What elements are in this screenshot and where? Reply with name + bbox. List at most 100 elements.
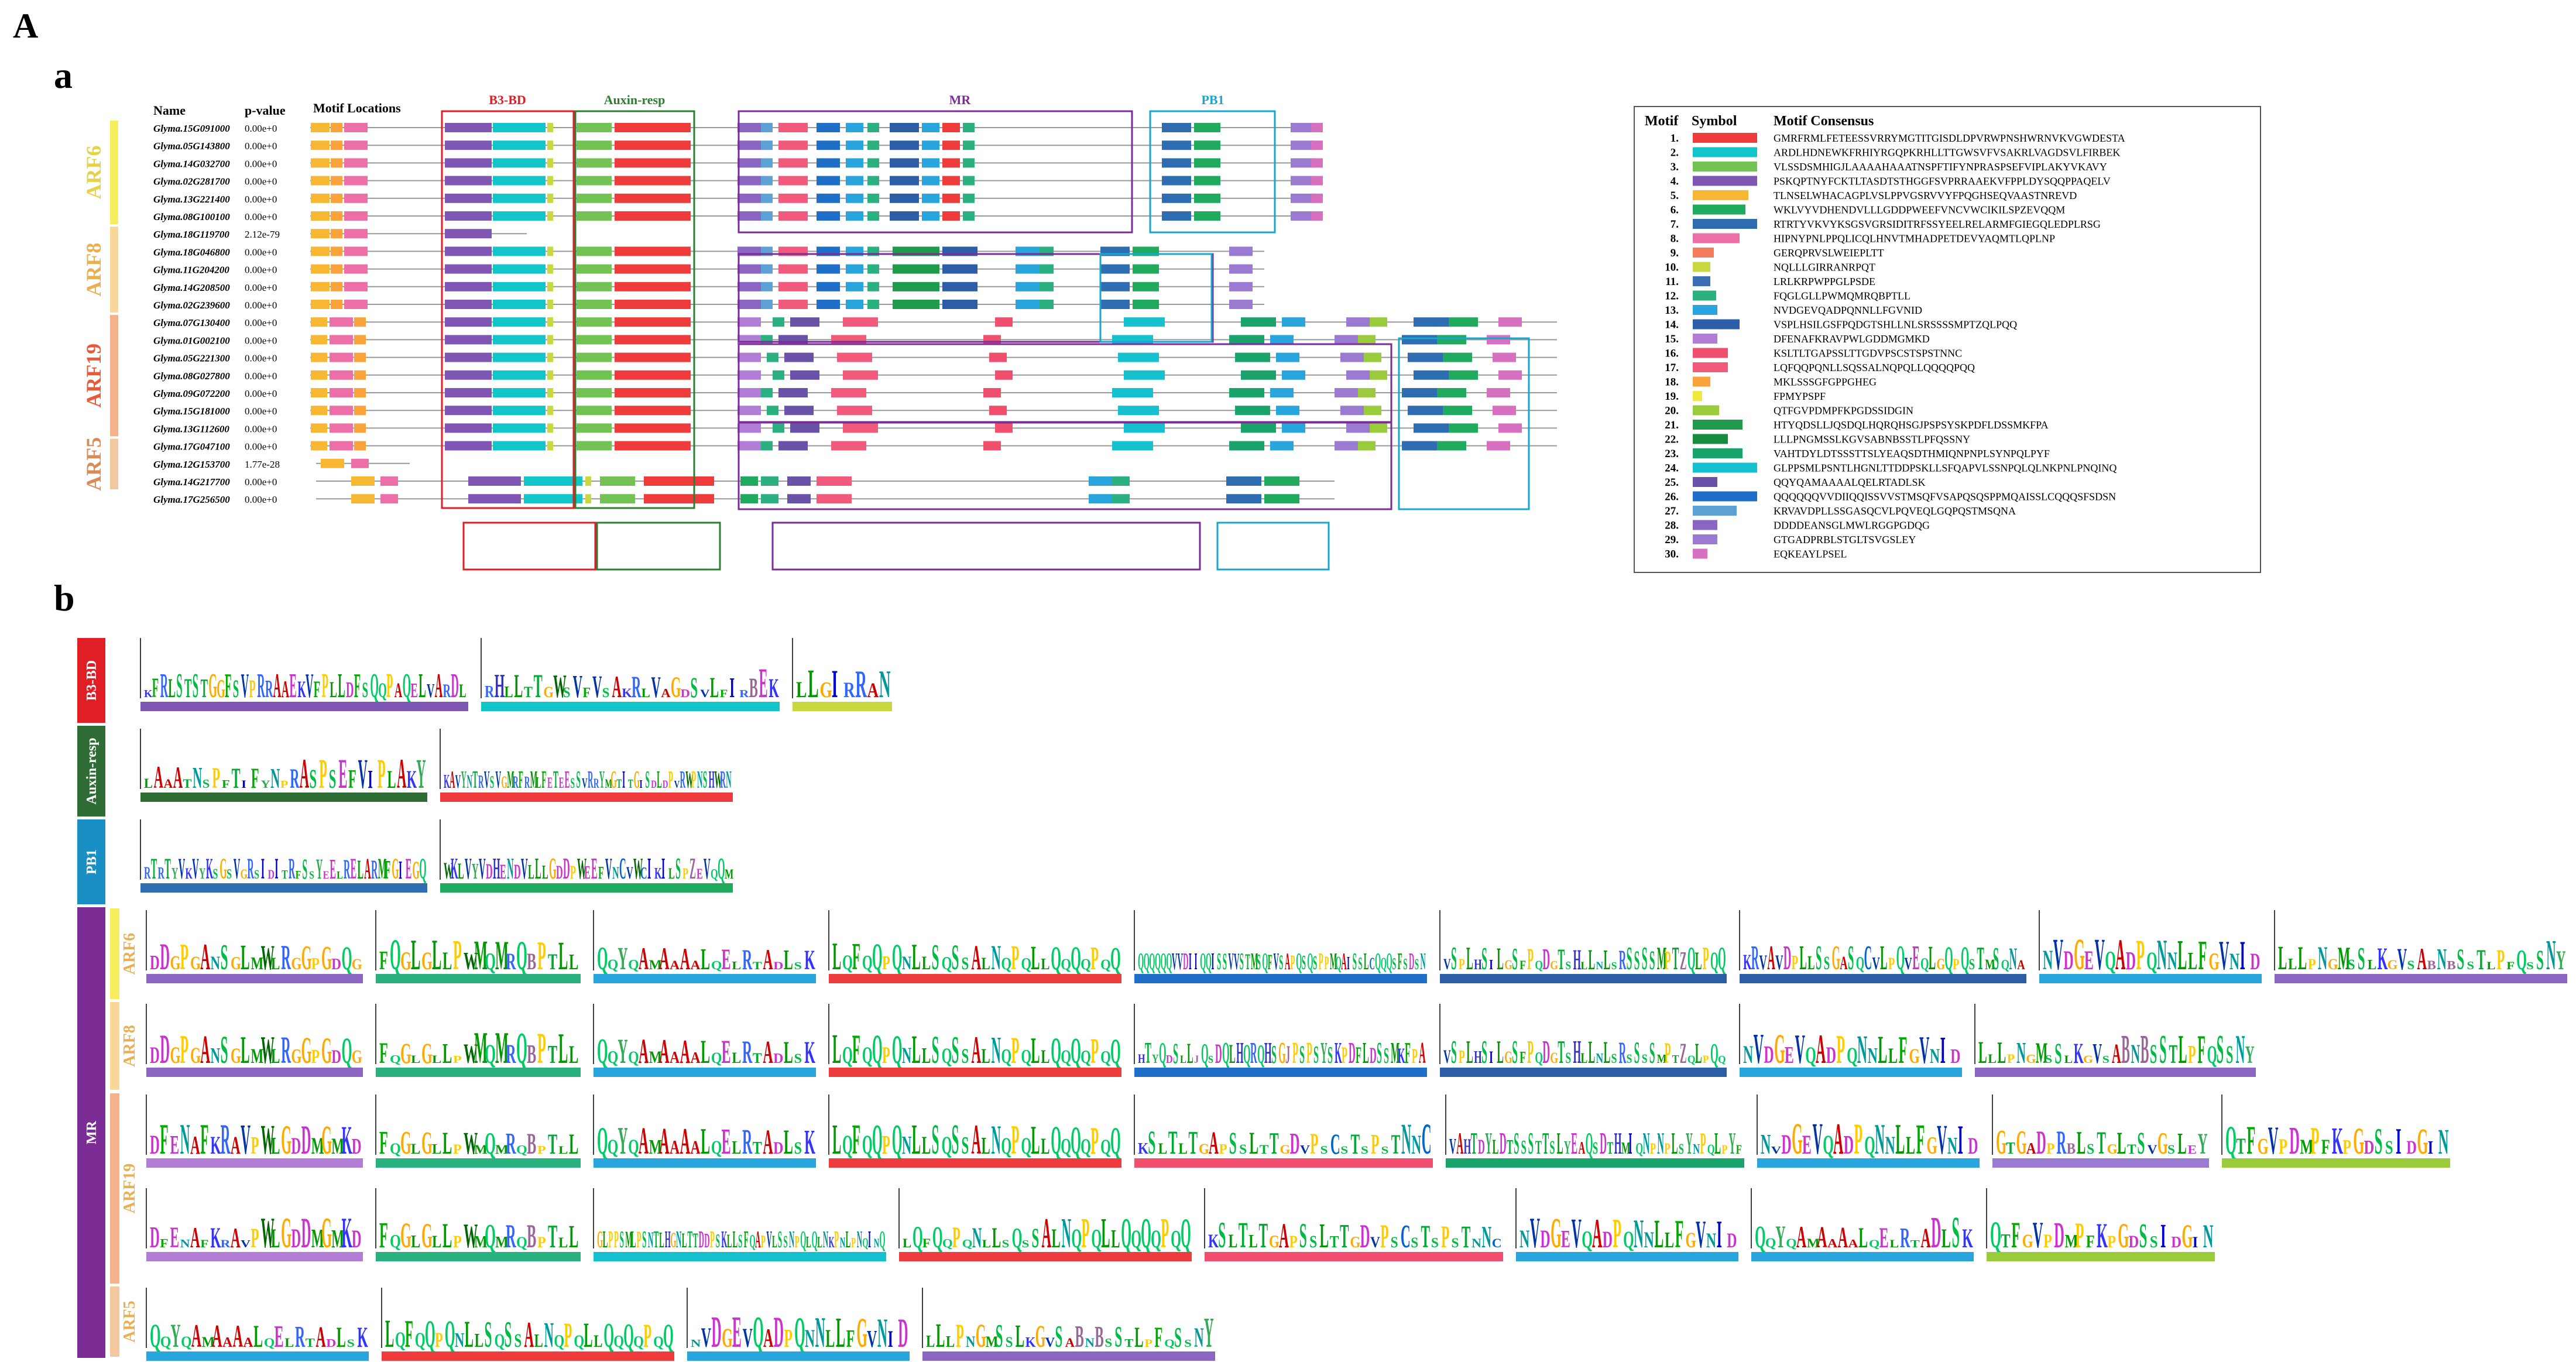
sequence-logo: Q Q Q Q Q Q V V D I I Q Q I S S V V S T MS Q F V S A P Q S Q S P P MQ A I S S… <box>1134 910 1427 983</box>
logo-letter: H <box>495 667 505 705</box>
motif-17-block <box>778 264 808 274</box>
logo-letter: G <box>820 678 832 703</box>
logo-letter: R <box>281 1028 291 1071</box>
logo-letter: S <box>2348 957 2355 973</box>
logo-letter: K <box>804 945 815 976</box>
logo-letter: R <box>739 688 749 699</box>
gene-pvalue: 0.00e+0 <box>245 176 277 187</box>
logo-letter: S <box>2150 1039 2157 1069</box>
logo-letter: Y <box>1320 1037 1328 1070</box>
sequence-logo: K A V Y N T R V S V G MR F R ML F E T E E S S V R R Y MG T I T G I S D L D P… <box>440 729 733 802</box>
logo-letter: C <box>1330 1128 1340 1160</box>
logo-letter: S <box>1353 947 1357 975</box>
logo-letter: L <box>1799 938 1806 977</box>
logo-letter: G <box>281 1209 291 1257</box>
legend-motif-number: 28. <box>1665 520 1679 532</box>
logo-letter: V <box>1370 1234 1380 1251</box>
logo-letter: L <box>1031 1119 1040 1164</box>
logo-letter: A <box>282 675 289 702</box>
gene-pvalue: 0.00e+0 <box>245 423 277 434</box>
motif-13-block <box>846 282 863 291</box>
logo-letter: L <box>727 1231 732 1252</box>
logo-letter: V <box>241 1239 251 1250</box>
logo-letter: L <box>2188 948 2197 975</box>
mr-group-bar-arf5 <box>110 1286 119 1357</box>
logo-letter: G <box>1278 1037 1286 1070</box>
motif-2-block <box>493 317 546 327</box>
motif-29-block <box>1291 158 1314 168</box>
logo-letter: Q <box>1307 947 1313 975</box>
motif-17-block <box>778 176 808 186</box>
logo-letter: S <box>645 766 649 793</box>
logo-motif-bar <box>376 1068 581 1077</box>
motif-27-block <box>761 123 773 132</box>
logo-motif-bar <box>146 1158 363 1168</box>
logo-letter: A <box>1796 1220 1807 1254</box>
logo-letter: E <box>1571 1127 1577 1161</box>
logo-letter: Y <box>599 766 605 793</box>
motif-16-block <box>983 441 1001 451</box>
motif-27-block <box>761 193 773 203</box>
motif-1-block <box>615 406 691 416</box>
motif-28-block <box>738 193 761 203</box>
logo-letter: N <box>1693 1141 1700 1157</box>
logo-letter: I <box>1489 956 1493 972</box>
gene-name: Glyma.05G143800 <box>153 140 230 152</box>
logo-letter: S <box>1240 947 1244 975</box>
motif-17-block <box>778 211 808 221</box>
motif-12-block <box>867 140 879 150</box>
logo-letter: M <box>311 1134 324 1159</box>
sequence-logo: Q Q Y Q A MA A A A L Q E L R T A D L S K <box>593 910 816 983</box>
logo-letter: L <box>936 1317 945 1355</box>
motif-7-block <box>1402 388 1437 397</box>
logo-letter: L <box>271 1044 280 1068</box>
logo-letter: Q <box>711 958 722 972</box>
legend-motif-symbol <box>1693 147 1757 157</box>
sequence-logo: D F E N A F K R A V P WL G D D MG MK D <box>146 1188 363 1261</box>
logo-letter: Q <box>608 1135 619 1158</box>
logo-letter: S <box>1642 1052 1648 1066</box>
logo-letter: W <box>464 948 478 975</box>
logo-letter: K <box>186 864 193 882</box>
logo-letter: R <box>513 773 519 791</box>
logo-letter: A <box>1456 1127 1463 1161</box>
logo-letter: N <box>1743 1041 1753 1069</box>
logo-letter: H <box>1614 1127 1622 1161</box>
logo-letter: Q <box>872 936 883 978</box>
logo-letter: V <box>2095 931 2105 980</box>
motif-25-block <box>790 370 819 380</box>
motif-1-block <box>942 193 960 203</box>
logo-letter: F <box>354 666 361 705</box>
motif-29-block <box>1335 388 1358 397</box>
logo-letter: Q <box>711 867 718 882</box>
logo-letter: M <box>202 1334 215 1350</box>
logo-letter: Q <box>879 1225 885 1253</box>
logo-letter: Q <box>390 931 401 979</box>
legend-motif-symbol <box>1693 204 1745 215</box>
logo-letter: B <box>2121 1027 2130 1072</box>
motif-1-block <box>615 123 691 132</box>
logo-letter: V <box>1771 1144 1781 1156</box>
logo-letter: S <box>1302 952 1306 974</box>
logo-letter: R <box>2056 1124 2066 1161</box>
motif-6-block <box>1264 494 1299 504</box>
motif-18-block <box>354 406 366 416</box>
logo-letter: L <box>284 1336 294 1350</box>
logo-letter: V <box>1572 1210 1582 1257</box>
logo-letter: C <box>1492 1236 1502 1250</box>
motif-4-block <box>445 300 492 309</box>
legend-motif-consensus: DFENAFKRAVPWLGDDMGMKD <box>1774 333 1930 345</box>
logo-letter: A <box>690 958 701 972</box>
motif-1-block <box>615 388 691 397</box>
motif-20-block <box>1358 388 1376 397</box>
motif-12-block <box>773 317 784 327</box>
logo-letter: C <box>1370 953 1375 973</box>
logo-motif-bar <box>2275 974 2567 983</box>
logo-letter: A <box>972 1028 982 1072</box>
logo-letter: V <box>626 864 633 883</box>
header-name: Name <box>153 103 186 118</box>
logo-letter: R <box>158 864 165 882</box>
logo-letter: L <box>514 668 523 705</box>
